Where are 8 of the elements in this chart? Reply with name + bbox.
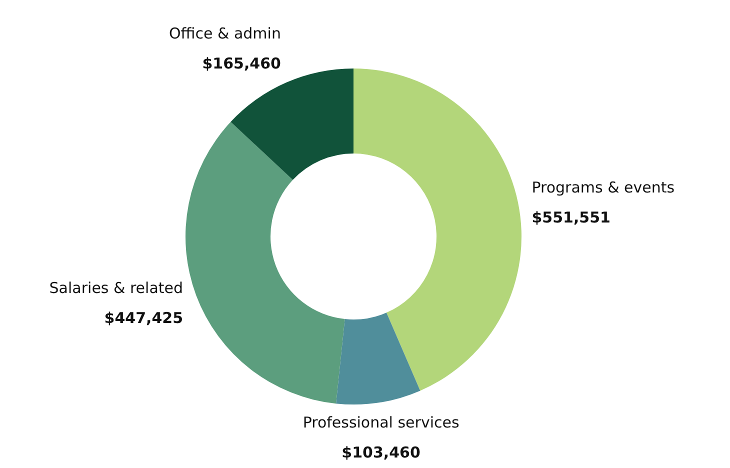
slice-label: Programs & events (532, 178, 675, 197)
slice-label: Professional services (302, 413, 460, 432)
slice-label: Salaries & related (49, 279, 184, 298)
data-label: $551,551 (532, 208, 610, 227)
data-label: $447,425 (104, 309, 184, 328)
data-label: $103,460 (342, 443, 420, 462)
slice-label: Office & admin (168, 24, 281, 43)
data-label: $165,460 (202, 54, 281, 73)
